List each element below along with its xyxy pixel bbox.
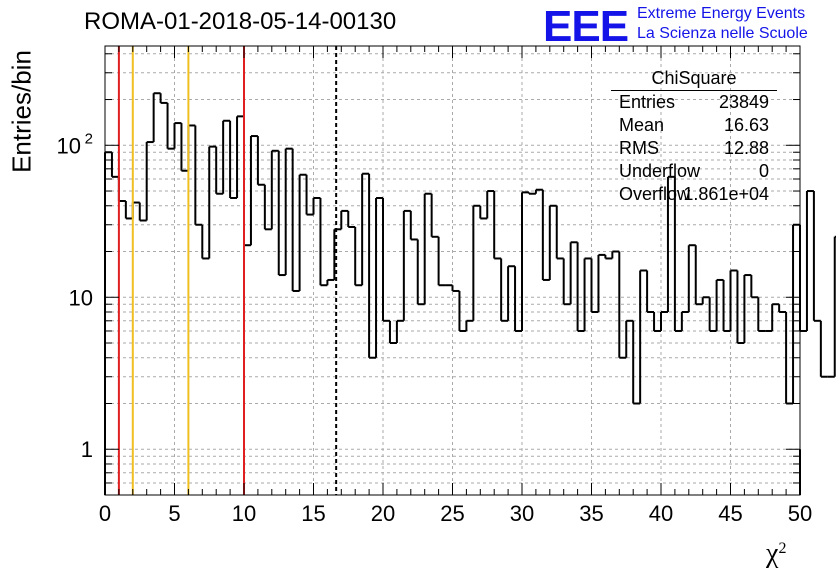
x-tick-label: 30 [510,501,534,526]
stats-row-mean: Mean 16.63 [611,114,777,137]
grid-lines [105,46,800,495]
x-tick-label: 10 [232,501,256,526]
y-axis-label: Entries/bin [6,50,37,173]
y-tick-label-exponent: 2 [85,130,93,147]
stats-row-overflow: Overflow 1.861e+04 [611,183,777,206]
stats-key: Entries [619,92,676,112]
logo-line-2: La Scienza nelle Scuole [637,25,808,42]
logo-caption: Extreme Energy Events La Scienza nelle S… [637,4,808,44]
plot-title: ROMA-01-2018-05-14-00130 [84,8,397,35]
x-tick-label: 35 [579,501,603,526]
x-axis-label: χ2 [766,538,786,570]
histogram-bars [104,92,836,495]
stats-value: 12.88 [723,138,769,158]
stats-key: RMS [619,138,659,158]
stats-key: Overflow [619,184,691,204]
logo-line-1: Extreme Energy Events [637,5,806,22]
stats-box: ChiSquare Entries 23849 Mean 16.63 RMS 12.8… [611,66,777,206]
stats-key: Underflow [619,161,701,181]
x-tick-label: 25 [440,501,464,526]
x-tick-label: 45 [718,501,742,526]
x-tick-label: 0 [99,501,111,526]
stats-key: Mean [619,115,665,135]
stats-row-entries: Entries 23849 [611,91,777,114]
stats-value: 1.861e+04 [683,184,769,204]
x-tick-label: 15 [301,501,325,526]
x-tick-label: 40 [649,501,673,526]
stats-value: 23849 [718,92,769,112]
x-tick-label: 20 [371,501,395,526]
x-tick-label: 50 [788,501,812,526]
stats-value: 0 [758,161,769,181]
stats-row-underflow: Underflow 0 [611,160,777,183]
stats-value: 16.63 [723,115,769,135]
y-tick-label: 1 [81,437,93,462]
x-axis-label-base: χ [766,538,779,569]
x-tick-label: 5 [168,501,180,526]
y-tick-label: 10 [69,285,93,310]
eee-logo: EEE [543,2,629,51]
y-tick-label: 10 [57,133,81,158]
stats-title: ChiSquare [611,66,777,91]
x-axis-label-sup: 2 [778,540,787,557]
threshold-lines [117,46,338,495]
stats-row-rms: RMS 12.88 [611,137,777,160]
